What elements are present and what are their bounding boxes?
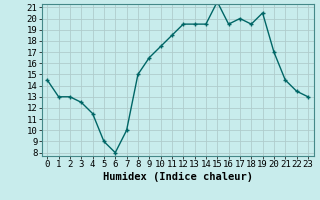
X-axis label: Humidex (Indice chaleur): Humidex (Indice chaleur) (103, 172, 252, 182)
